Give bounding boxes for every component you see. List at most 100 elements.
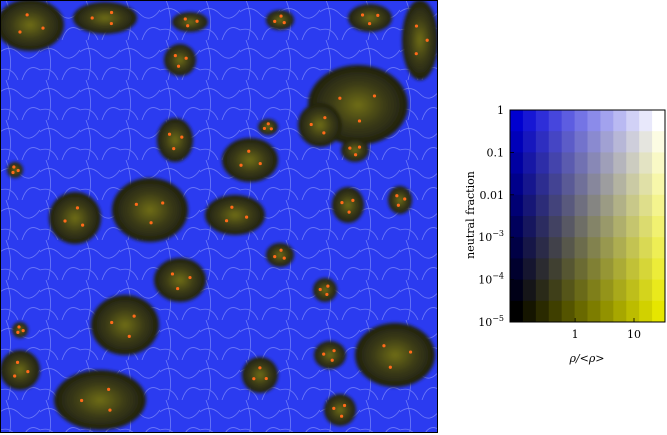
dense-core: [161, 201, 165, 205]
colorbar-cell: [522, 110, 537, 132]
dense-core: [262, 126, 267, 131]
dense-core: [107, 387, 111, 391]
dense-core: [170, 272, 175, 276]
neutral-region: [0, 0, 64, 51]
colorbar-cell: [600, 216, 614, 238]
dense-core: [12, 165, 16, 169]
dense-core: [132, 314, 136, 318]
colorbar-cell: [561, 279, 576, 302]
colorbar-cell: [510, 194, 524, 217]
colorbar-cell: [613, 237, 627, 259]
dense-core: [357, 119, 362, 123]
colorbar-frame: [509, 109, 666, 323]
dense-core: [25, 13, 29, 17]
dense-core: [395, 194, 399, 198]
colorbar-cell: [600, 258, 614, 281]
dense-core: [323, 116, 327, 120]
neutral-region: [7, 162, 23, 178]
colorbar-cell: [639, 110, 653, 132]
dense-core: [173, 53, 177, 58]
colorbar-cell: [535, 216, 550, 238]
dense-core: [81, 223, 85, 227]
colorbar-cell: [600, 237, 614, 259]
colorbar-ylabel: neutral fraction: [464, 171, 477, 259]
colorbar-cell: [613, 110, 627, 132]
dense-core: [244, 215, 249, 219]
colorbar-cell: [510, 173, 524, 196]
dense-core: [351, 198, 355, 202]
colorbar-cell: [600, 173, 614, 196]
colorbar-xlabel: ρ/<ρ>: [568, 352, 604, 365]
colorbar-cell: [587, 173, 601, 196]
colorbar-ytick-label: 10−5: [478, 314, 504, 329]
neutral-region: [157, 118, 193, 162]
neutral-region: [112, 178, 188, 242]
neutral-region: [355, 323, 435, 387]
colorbar-cell: [561, 237, 576, 259]
colorbar-cell: [652, 258, 666, 281]
dense-core: [326, 284, 330, 288]
colorbar-cell: [652, 152, 666, 175]
colorbar-cell: [574, 110, 588, 132]
colorbar-ytick-label: 10−4: [478, 272, 504, 287]
dense-core: [134, 202, 138, 206]
dense-core: [269, 127, 273, 131]
dense-core: [396, 203, 400, 207]
dense-core: [90, 16, 94, 20]
colorbar-ytick-label: 0.01: [480, 189, 505, 202]
dense-core: [325, 292, 329, 297]
colorbar-cell: [561, 258, 576, 281]
colorbar-cell: [613, 300, 627, 323]
colorbar-cell: [548, 279, 563, 302]
colorbar-cell: [535, 237, 550, 259]
dense-core: [21, 329, 25, 333]
neutral-region: [298, 103, 342, 147]
colorbar-cell: [626, 152, 640, 175]
colorbar-legend: neutral fraction 1 0.1 0.01 10−3 10−4 10−5 1 1…: [464, 104, 666, 365]
colorbar-cell: [510, 216, 524, 238]
colorbar-cell: [652, 237, 666, 259]
colorbar-cell: [574, 258, 588, 281]
dense-core: [279, 14, 283, 18]
neutral-region: [172, 12, 208, 32]
dense-core: [184, 56, 188, 60]
colorbar-cell: [548, 152, 563, 175]
colorbar-cell: [574, 131, 588, 153]
colorbar-cell: [587, 131, 601, 153]
colorbar-cell: [522, 279, 537, 302]
neutral-region: [91, 295, 159, 355]
dense-core: [376, 13, 380, 17]
colorbar-cell: [510, 279, 524, 302]
colorbar-cell: [535, 110, 550, 132]
colorbar-cell: [613, 131, 627, 153]
colorbar-cell: [561, 300, 576, 323]
colorbar-cell: [574, 300, 588, 323]
dense-core: [239, 163, 243, 167]
dense-core: [149, 221, 153, 225]
colorbar-cell: [522, 300, 537, 323]
colorbar-cell: [613, 152, 627, 175]
colorbar-cell: [626, 237, 640, 259]
dense-core: [408, 350, 413, 354]
dense-core: [80, 398, 84, 403]
colorbar-cell: [639, 216, 653, 238]
dense-core: [75, 206, 80, 210]
colorbar-cell: [522, 258, 537, 281]
dense-core: [183, 17, 187, 21]
dense-core: [332, 406, 336, 410]
dense-core: [195, 19, 199, 23]
neutral-region: [73, 2, 137, 34]
dense-core: [388, 365, 392, 369]
colorbar-cell: [626, 279, 640, 302]
colorbar-cell: [522, 237, 537, 259]
dense-core: [403, 197, 407, 201]
colorbar-cell: [587, 279, 601, 302]
dense-core: [282, 21, 286, 25]
colorbar-cell: [652, 131, 666, 153]
dense-core: [264, 376, 268, 381]
colorbar-cell: [561, 216, 576, 238]
neutral-region: [164, 44, 196, 76]
dense-core: [252, 377, 256, 381]
colorbar-cell: [574, 173, 588, 196]
colorbar-cell: [548, 300, 563, 323]
